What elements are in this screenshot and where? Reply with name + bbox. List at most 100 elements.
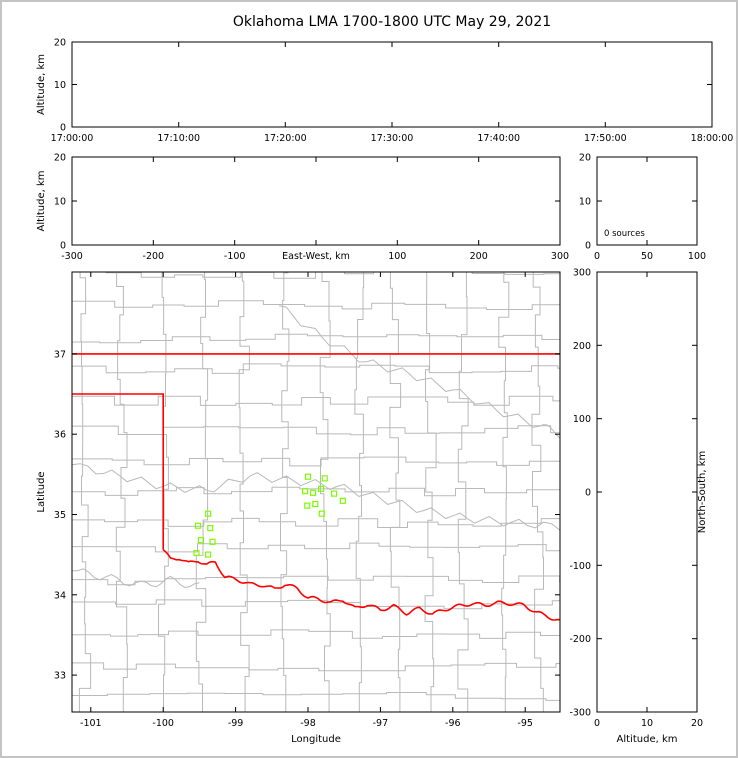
county-line	[115, 272, 128, 712]
river-line	[72, 463, 560, 531]
tick-label: 34	[54, 590, 66, 601]
county-line	[72, 662, 560, 672]
tick-label: -100	[224, 251, 246, 262]
tick-label: 17:20:00	[264, 133, 307, 144]
tick-label: 20	[579, 153, 591, 164]
tick-label: -99	[228, 718, 244, 729]
county-line	[72, 456, 560, 467]
tick-label: 10	[641, 718, 653, 729]
tick-label: 100	[688, 251, 706, 262]
y-axis-label: Altitude, km	[36, 171, 47, 232]
y-axis-label: Altitude, km	[36, 54, 47, 115]
map-layer	[72, 272, 560, 712]
county-line	[72, 333, 560, 344]
tick-label: 0	[594, 251, 600, 262]
county-line	[354, 272, 365, 712]
tick-label: 20	[691, 718, 703, 729]
lma-source-point	[312, 500, 319, 508]
county-line	[319, 272, 331, 712]
state-border-red-river	[162, 549, 560, 621]
tick-label: -200	[143, 251, 165, 262]
river-line	[279, 305, 560, 439]
tick-label: 20	[54, 153, 66, 164]
county-line	[72, 300, 560, 310]
tick-label: 10	[54, 197, 66, 208]
tick-label: 20	[54, 38, 66, 49]
lma-source-point	[304, 473, 312, 480]
county-line	[72, 692, 560, 701]
county-line	[72, 363, 560, 374]
tick-label: 17:50:00	[584, 133, 627, 144]
lma-source-point	[304, 502, 311, 509]
county-line	[72, 486, 560, 497]
county-line	[238, 272, 250, 712]
tick-label: 36	[54, 430, 66, 441]
tick-label: 100	[573, 414, 591, 425]
tick-label: 0	[585, 241, 591, 252]
county-line	[72, 542, 560, 553]
tick-label: 300	[573, 268, 591, 279]
y-axis-label-right: North-South, km	[697, 451, 708, 534]
county-line	[424, 272, 437, 712]
county-line	[280, 272, 290, 712]
lma-source-point	[193, 549, 200, 557]
county-line	[72, 425, 560, 436]
county-line	[72, 629, 560, 639]
tick-label: -100	[569, 561, 591, 572]
y-axis-label: Latitude	[36, 471, 47, 512]
tick-label: 35	[54, 510, 66, 521]
tick-label: 100	[388, 251, 406, 262]
county-line	[498, 272, 510, 712]
tick-label: -100	[152, 718, 174, 729]
tick-label: -98	[300, 718, 316, 729]
county-line	[531, 272, 544, 712]
lma-source-point	[318, 485, 325, 492]
tick-label: 0	[585, 488, 591, 499]
tick-label: 33	[54, 671, 66, 682]
county-line	[72, 575, 560, 586]
x-axis-label: Altitude, km	[617, 734, 678, 745]
tick-label: 300	[551, 251, 569, 262]
county-line	[158, 272, 169, 712]
lma-source-point	[331, 490, 338, 497]
river-line	[72, 568, 200, 589]
county-line	[78, 272, 92, 712]
tick-label: 17:30:00	[371, 133, 414, 144]
tick-label: East-West, km	[282, 251, 350, 262]
lma-source-point	[205, 510, 212, 517]
tick-label: -300	[61, 251, 83, 262]
tick-label: -96	[445, 718, 461, 729]
tick-label: 200	[573, 341, 591, 352]
county-line	[195, 272, 209, 712]
x-axis-label: Longitude	[291, 734, 341, 745]
tick-label: 10	[579, 197, 591, 208]
tick-label: 200	[470, 251, 488, 262]
tick-label: 17:00:00	[51, 133, 94, 144]
lma-source-point	[209, 538, 216, 545]
time-altitude-panel	[71, 41, 713, 128]
tick-label: 50	[641, 251, 653, 262]
chart-title: Oklahoma LMA 1700-1800 UTC May 29, 2021	[232, 14, 552, 30]
tick-label: -200	[569, 634, 591, 645]
ns-altitude-panel	[596, 271, 698, 713]
lma-source-point	[197, 537, 204, 544]
lma-source-point	[339, 497, 346, 504]
tick-label: -101	[80, 718, 102, 729]
tick-label: -300	[569, 708, 591, 719]
tick-label: 17:10:00	[157, 133, 200, 144]
lma-source-point	[310, 489, 317, 496]
county-line	[72, 395, 560, 406]
ew-altitude-panel	[71, 156, 561, 246]
lma-source-point	[207, 524, 214, 532]
county-line	[72, 272, 560, 279]
state-border-west	[72, 393, 164, 550]
tick-label: 10	[54, 80, 66, 91]
source-count-label: 0 sources	[604, 229, 645, 239]
lma-source-point	[321, 475, 328, 482]
tick-label: -97	[373, 718, 389, 729]
lma-source-point	[318, 510, 325, 517]
tick-label: 17:40:00	[477, 133, 520, 144]
tick-label: 0	[594, 718, 600, 729]
